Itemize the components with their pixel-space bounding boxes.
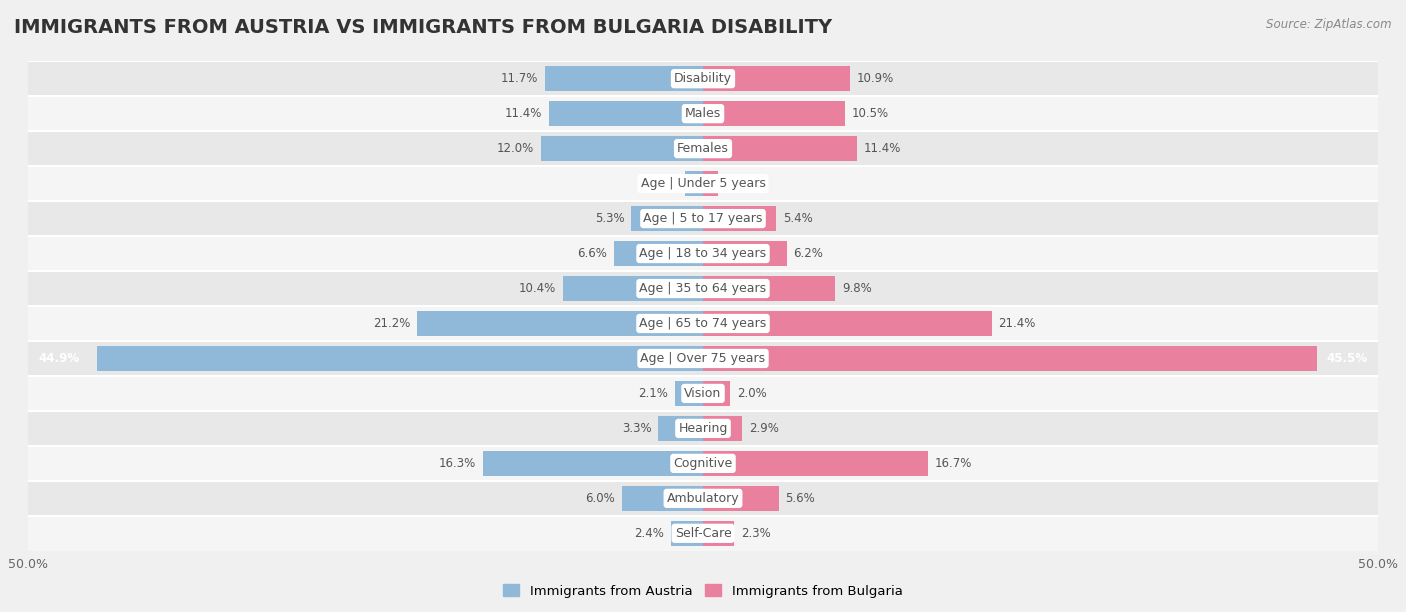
Text: Males: Males [685, 107, 721, 120]
Bar [703, 486, 779, 511]
Bar [703, 346, 1317, 371]
Text: 2.0%: 2.0% [737, 387, 766, 400]
Text: 2.3%: 2.3% [741, 527, 770, 540]
Bar [28, 516, 1378, 551]
Text: Source: ZipAtlas.com: Source: ZipAtlas.com [1267, 18, 1392, 31]
Text: Females: Females [678, 142, 728, 155]
Text: 1.1%: 1.1% [724, 177, 755, 190]
Text: Hearing: Hearing [678, 422, 728, 435]
Bar [703, 521, 734, 546]
Text: 2.1%: 2.1% [638, 387, 668, 400]
Legend: Immigrants from Austria, Immigrants from Bulgaria: Immigrants from Austria, Immigrants from… [498, 579, 908, 603]
Text: 6.2%: 6.2% [793, 247, 824, 260]
Bar [28, 201, 1378, 236]
Bar [97, 346, 703, 371]
Text: 11.4%: 11.4% [505, 107, 543, 120]
Bar [28, 61, 1378, 96]
Text: Age | 65 to 74 years: Age | 65 to 74 years [640, 317, 766, 330]
Bar [28, 271, 1378, 306]
Text: Self-Care: Self-Care [675, 527, 731, 540]
Bar [28, 481, 1378, 516]
Text: 16.3%: 16.3% [439, 457, 477, 470]
Text: 3.3%: 3.3% [621, 422, 652, 435]
Text: 5.4%: 5.4% [783, 212, 813, 225]
Bar [703, 171, 718, 196]
Bar [621, 486, 703, 511]
Bar [28, 166, 1378, 201]
Bar [703, 276, 835, 301]
Text: 11.7%: 11.7% [501, 72, 538, 85]
Bar [416, 311, 703, 336]
Bar [562, 276, 703, 301]
Text: 11.4%: 11.4% [863, 142, 901, 155]
Bar [28, 411, 1378, 446]
Bar [550, 101, 703, 126]
Bar [703, 66, 851, 91]
Text: 10.4%: 10.4% [519, 282, 555, 295]
Bar [703, 416, 742, 441]
Text: 5.3%: 5.3% [595, 212, 624, 225]
Bar [28, 376, 1378, 411]
Text: 12.0%: 12.0% [498, 142, 534, 155]
Text: Age | Under 5 years: Age | Under 5 years [641, 177, 765, 190]
Bar [28, 236, 1378, 271]
Bar [703, 381, 730, 406]
Bar [658, 416, 703, 441]
Bar [541, 136, 703, 161]
Bar [28, 96, 1378, 131]
Bar [675, 381, 703, 406]
Bar [671, 521, 703, 546]
Bar [546, 66, 703, 91]
Text: 2.9%: 2.9% [749, 422, 779, 435]
Bar [703, 101, 845, 126]
Text: 21.4%: 21.4% [998, 317, 1036, 330]
Bar [28, 306, 1378, 341]
Text: 9.8%: 9.8% [842, 282, 872, 295]
Text: Age | 35 to 64 years: Age | 35 to 64 years [640, 282, 766, 295]
Text: 1.3%: 1.3% [650, 177, 679, 190]
Text: Disability: Disability [673, 72, 733, 85]
Bar [631, 206, 703, 231]
Bar [703, 206, 776, 231]
Text: 2.4%: 2.4% [634, 527, 664, 540]
Text: 45.5%: 45.5% [1326, 352, 1367, 365]
Bar [28, 446, 1378, 481]
Bar [703, 136, 856, 161]
Text: Age | 5 to 17 years: Age | 5 to 17 years [644, 212, 762, 225]
Text: Age | Over 75 years: Age | Over 75 years [641, 352, 765, 365]
Bar [484, 451, 703, 476]
Text: Vision: Vision [685, 387, 721, 400]
Text: 6.6%: 6.6% [578, 247, 607, 260]
Text: 10.5%: 10.5% [852, 107, 889, 120]
Bar [686, 171, 703, 196]
Text: 44.9%: 44.9% [39, 352, 80, 365]
Text: Ambulatory: Ambulatory [666, 492, 740, 505]
Text: IMMIGRANTS FROM AUSTRIA VS IMMIGRANTS FROM BULGARIA DISABILITY: IMMIGRANTS FROM AUSTRIA VS IMMIGRANTS FR… [14, 18, 832, 37]
Bar [703, 451, 928, 476]
Text: 6.0%: 6.0% [585, 492, 616, 505]
Text: 16.7%: 16.7% [935, 457, 973, 470]
Bar [28, 341, 1378, 376]
Text: Cognitive: Cognitive [673, 457, 733, 470]
Text: 5.6%: 5.6% [786, 492, 815, 505]
Text: 21.2%: 21.2% [373, 317, 411, 330]
Bar [28, 131, 1378, 166]
Text: 10.9%: 10.9% [856, 72, 894, 85]
Bar [703, 311, 991, 336]
Text: Age | 18 to 34 years: Age | 18 to 34 years [640, 247, 766, 260]
Bar [614, 241, 703, 266]
Bar [703, 241, 787, 266]
